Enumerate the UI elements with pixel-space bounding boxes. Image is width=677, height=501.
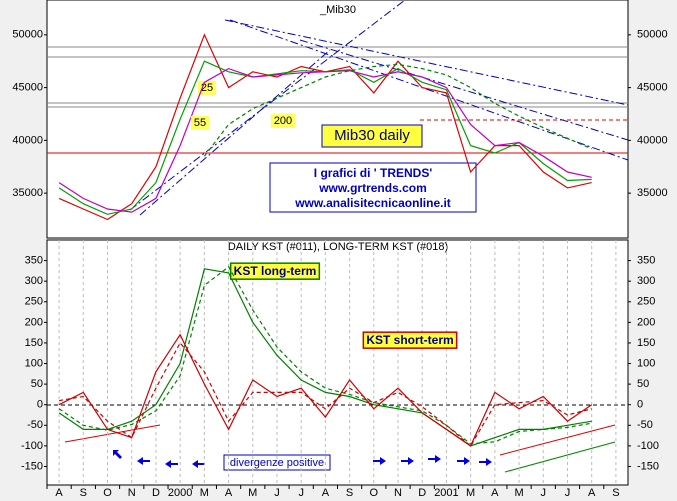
- x-tick-label: S: [80, 487, 87, 499]
- x-tick-label: M: [200, 487, 209, 499]
- arrow: [137, 457, 150, 465]
- y-tick-label: 300: [25, 275, 43, 287]
- y-tick-label: -50: [637, 419, 653, 431]
- chart-title: _Mib30: [319, 4, 356, 16]
- arrow: [479, 458, 492, 466]
- y-tick-label: 50: [31, 378, 43, 390]
- y-tick-label: 300: [637, 275, 655, 287]
- x-tick-label: N: [394, 487, 402, 499]
- label-box: [321, 124, 423, 148]
- chart-title: DAILY KST (#011), LONG-TERM KST (#018): [228, 241, 448, 253]
- x-tick-label: O: [370, 487, 379, 499]
- series-label: KST short-term: [366, 333, 453, 347]
- arrows: [113, 450, 492, 468]
- y-tick-label: 50000: [12, 29, 43, 41]
- y-tick-label: 100: [25, 357, 43, 369]
- annotation: Mib30 daily: [334, 127, 410, 144]
- y-tick-label: 250: [637, 296, 655, 308]
- trendline: [224, 19, 629, 106]
- x-tick-label: J: [274, 487, 280, 499]
- trendline: [139, 49, 331, 216]
- series-label: 200: [274, 115, 292, 127]
- arrow: [373, 457, 386, 465]
- y-tick-label: 45000: [12, 82, 43, 94]
- y-tick-label: 200: [25, 316, 43, 328]
- series-line: [58, 268, 592, 447]
- x-tick-label: D: [418, 487, 426, 499]
- label-box: [190, 115, 210, 130]
- annotation: www.analisitecnicaonline.it: [294, 196, 451, 210]
- x-tick-label: S: [346, 487, 353, 499]
- y-tick-label: 40000: [637, 134, 668, 146]
- series-label: 55: [194, 117, 206, 129]
- x-tick-label: D: [152, 487, 160, 499]
- trendlines: [129, 0, 629, 216]
- trendline: [229, 19, 629, 161]
- series-label: KST long-term: [234, 264, 317, 278]
- x-tick-label: M: [248, 487, 257, 499]
- y-tick-label: 150: [637, 337, 655, 349]
- x-tick-label: M: [514, 487, 523, 499]
- y-tick-label: 35000: [12, 187, 43, 199]
- y-tick-label: -100: [21, 440, 43, 452]
- y-tick-label: 0: [637, 399, 643, 411]
- x-tick-label: A: [322, 487, 330, 499]
- label-box: [362, 331, 458, 349]
- y-tick-label: 150: [25, 337, 43, 349]
- x-tick-label: J: [298, 487, 304, 499]
- y-tick-label: 350: [25, 254, 43, 266]
- label-box: [269, 162, 477, 213]
- trendline: [504, 441, 616, 473]
- series-line: [58, 67, 592, 213]
- y-tick-label: 0: [37, 399, 43, 411]
- y-tick-label: 100: [637, 357, 655, 369]
- x-tick-label: A: [588, 487, 596, 499]
- trendline: [129, 0, 406, 211]
- arrow: [428, 455, 441, 463]
- y-tick-label: 50: [637, 378, 649, 390]
- series-line: [203, 63, 592, 157]
- series-line: [58, 333, 593, 447]
- x-tick-label: A: [55, 487, 63, 499]
- x-tick-label: J: [541, 487, 547, 499]
- arrow: [401, 457, 414, 465]
- x-tick-label: 2000: [168, 487, 192, 499]
- y-tick-label: -100: [637, 440, 659, 452]
- x-tick-label: S: [612, 487, 619, 499]
- x-tick-label: 2001: [434, 487, 458, 499]
- y-tick-label: 35000: [637, 187, 668, 199]
- annotation: www.grtrends.com: [318, 181, 427, 195]
- x-tick-label: N: [128, 487, 136, 499]
- y-tick-label: -150: [637, 460, 659, 472]
- arrow: [457, 457, 470, 465]
- y-tick-label: 350: [637, 254, 655, 266]
- label-box: [270, 113, 296, 128]
- y-tick-label: -150: [21, 460, 43, 472]
- kst-panel: [46, 239, 629, 486]
- x-tick-label: A: [225, 487, 233, 499]
- label-box: [229, 262, 321, 280]
- x-tick-label: A: [491, 487, 499, 499]
- arrow: [192, 460, 205, 468]
- trendline: [299, 39, 629, 141]
- arrow: [113, 450, 122, 459]
- y-tick-label: 45000: [637, 82, 668, 94]
- y-tick-label: 200: [637, 316, 655, 328]
- y-tick-label: -50: [27, 419, 43, 431]
- series-line: [58, 341, 592, 447]
- x-tick-label: J: [565, 487, 571, 499]
- y-tick-label: 40000: [12, 134, 43, 146]
- x-tick-label: O: [103, 487, 112, 499]
- arrow: [165, 460, 178, 468]
- annotation: I grafici di ' TRENDS': [314, 166, 433, 180]
- label-box: [197, 80, 217, 95]
- trendline: [64, 424, 161, 443]
- x-tick-label: M: [466, 487, 475, 499]
- y-tick-label: 250: [25, 296, 43, 308]
- y-tick-label: 50000: [637, 29, 668, 41]
